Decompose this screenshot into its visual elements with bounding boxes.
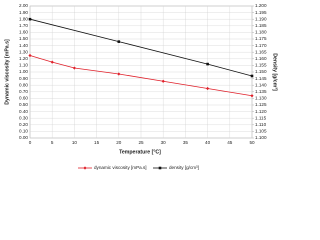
y2-tick-label: 1.170: [255, 43, 267, 48]
x-tick-label: 30: [161, 140, 167, 145]
data-point: [117, 72, 121, 76]
data-point: [161, 79, 165, 83]
y2-tick-label: 1.135: [255, 89, 267, 94]
y2-tick-label: 1.140: [255, 82, 267, 87]
y-tick-label: 1.60: [19, 30, 28, 35]
series-line: [29, 18, 253, 77]
y2-tick-label: 1.190: [255, 16, 267, 21]
y2-tick-label: 1.130: [255, 96, 267, 101]
y-tick-label: 0.10: [19, 129, 28, 134]
data-point: [206, 62, 209, 66]
data-point: [28, 17, 32, 21]
y-tick-label: 0.50: [19, 102, 28, 107]
legend-marker: [83, 166, 87, 170]
y2-tick-label: 1.200: [255, 3, 267, 8]
y-tick-label: 1.10: [19, 63, 28, 68]
y2-tick-label: 1.155: [255, 63, 267, 68]
y2-tick-label: 1.175: [255, 36, 267, 41]
data-point: [250, 74, 254, 78]
y-tick-label: 1.90: [19, 10, 28, 15]
data-point: [117, 40, 121, 43]
y2-tick-label: 1.195: [255, 10, 267, 15]
y2-tick-label: 1.165: [255, 49, 267, 54]
data-point: [28, 53, 32, 58]
legend-label: density [g/cm³]: [169, 165, 199, 170]
y-tick-label: 0.80: [19, 82, 28, 87]
y2-tick-label: 1.100: [255, 135, 267, 140]
y2-tick-label: 1.185: [255, 23, 267, 28]
chart: Temperature [°C] Dynamic viscosity [mPa.…: [4, 3, 278, 170]
y-tick-label: 0.20: [19, 122, 28, 127]
legend-marker: [158, 166, 162, 170]
y-tick-label: 0.30: [19, 115, 28, 120]
y2-tick-label: 1.120: [255, 109, 267, 114]
y-tick-label: 0.00: [19, 135, 28, 140]
y-tick-label: 1.40: [19, 43, 28, 48]
data-point: [206, 86, 210, 91]
x-tick-label: 5: [51, 140, 54, 145]
y2-tick-label: 1.180: [255, 30, 267, 35]
y-tick-label: 0.90: [19, 76, 28, 81]
y-axis-label: Dynamic viscosity [mPa.s]: [4, 39, 10, 105]
y2-tick-label: 1.125: [255, 102, 267, 107]
y-tick-label: 1.00: [19, 69, 28, 74]
x-tick-label: 50: [249, 140, 255, 145]
x-tick-label: 35: [183, 140, 189, 145]
y-tick-label: 1.50: [19, 36, 28, 41]
y-tick-label: 1.20: [19, 56, 28, 61]
data-point: [72, 66, 76, 70]
x-tick-label: 15: [94, 140, 100, 145]
y2-tick-label: 1.145: [255, 76, 267, 81]
y-tick-label: 0.40: [19, 109, 28, 114]
y-tick-label: 0.70: [19, 89, 28, 94]
y2-axis-label: Density [g/cm³]: [272, 53, 278, 91]
y-tick-label: 1.30: [19, 49, 28, 54]
y-tick-label: 1.70: [19, 23, 28, 28]
x-tick-label: 25: [138, 140, 144, 145]
x-axis-label: Temperature [°C]: [119, 149, 161, 155]
data-point: [250, 94, 254, 98]
y2-tick-label: 1.115: [255, 115, 267, 120]
y2-tick-label: 1.150: [255, 69, 267, 74]
x-tick-label: 45: [227, 140, 233, 145]
y-tick-label: 0.60: [19, 96, 28, 101]
y2-tick-label: 1.110: [255, 122, 267, 127]
y2-tick-label: 1.160: [255, 56, 267, 61]
data-point: [50, 60, 54, 64]
y-tick-label: 2.00: [19, 3, 28, 8]
x-tick-label: 40: [205, 140, 211, 145]
y-tick-label: 1.80: [19, 16, 28, 21]
x-tick-label: 0: [29, 140, 32, 145]
y2-tick-label: 1.105: [255, 129, 267, 134]
legend-label: dynamic viscosity [mPa.s]: [94, 165, 147, 170]
x-tick-label: 10: [72, 140, 78, 145]
x-tick-label: 20: [116, 140, 122, 145]
